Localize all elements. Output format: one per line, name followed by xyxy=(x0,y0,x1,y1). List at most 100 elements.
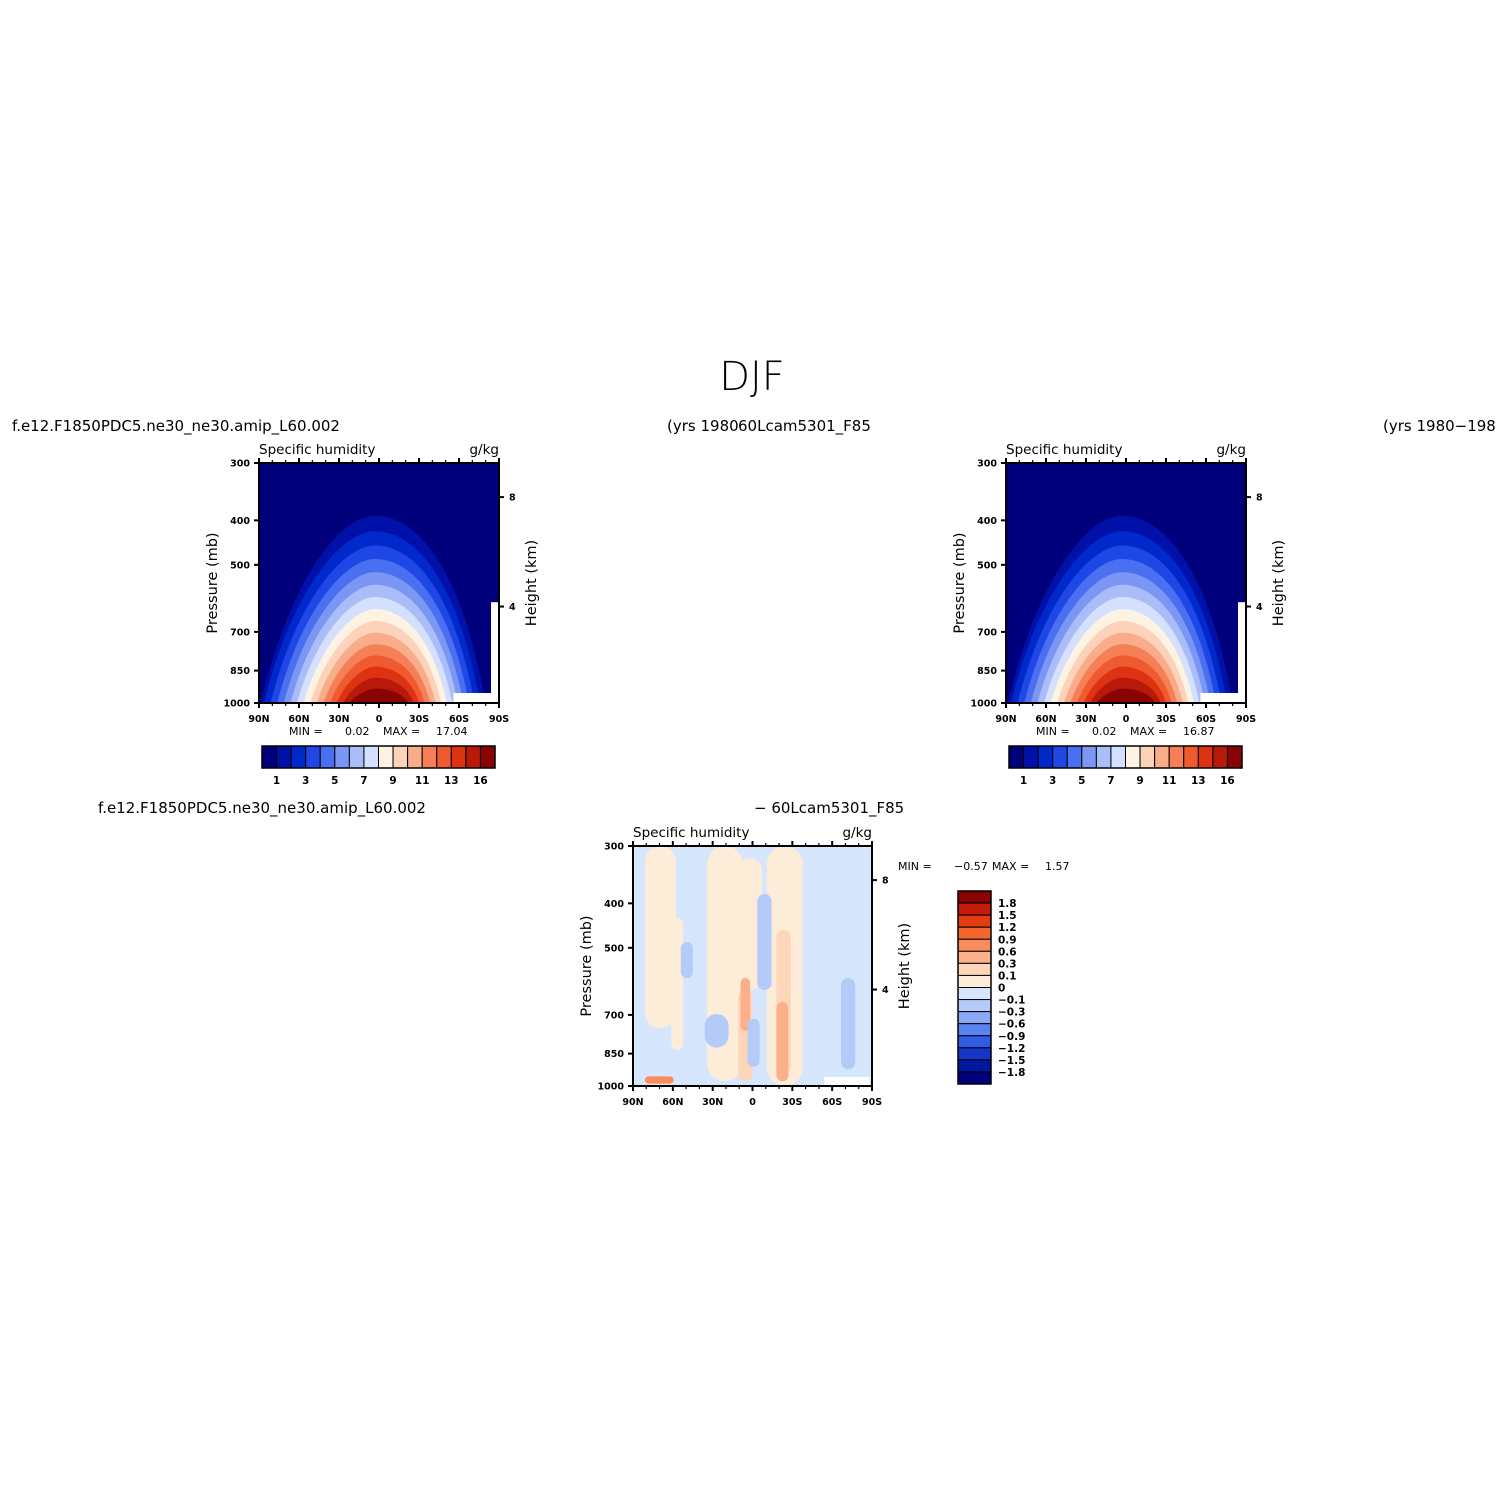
colorbar-box xyxy=(957,914,992,928)
missing-data-mask xyxy=(1200,693,1244,702)
y-right-tick-label: 8 xyxy=(509,493,516,504)
diff-right-case-label: − 60Lcam5301_F85 xyxy=(754,799,904,818)
colorbar-box xyxy=(957,926,992,940)
colorbar-label: 9 xyxy=(1136,775,1143,787)
colorbar-box xyxy=(1052,745,1068,769)
colorbar-box xyxy=(479,745,496,769)
y-tick-label: 500 xyxy=(230,560,250,571)
colorbar-label: 3 xyxy=(302,775,309,787)
colorbar-box xyxy=(1066,745,1083,769)
y-tick-label: 300 xyxy=(604,842,624,853)
max-value: 17.04 xyxy=(436,725,468,738)
top-right-years-label: (yrs 1980−198 xyxy=(1383,417,1496,435)
contour-band xyxy=(644,1076,674,1084)
colorbar-box xyxy=(276,745,292,769)
x-tick-label: 30N xyxy=(702,1097,723,1108)
y-tick-label: 400 xyxy=(230,516,250,527)
colorbar-box xyxy=(957,902,992,916)
colorbar-box xyxy=(378,745,394,769)
colorbar-box xyxy=(957,950,992,964)
colorbar-box xyxy=(1139,745,1156,769)
chart-panel-model-a: Specific humidity g/kg 90N 60N 30N 0 30S 60S 90S… xyxy=(205,442,540,787)
colorbar-label: 1.2 xyxy=(998,922,1017,934)
colorbar-label: 9 xyxy=(389,775,396,787)
colorbar-label: 13 xyxy=(1191,775,1206,787)
missing-data-mask xyxy=(1238,602,1245,703)
colorbar-box xyxy=(957,938,992,952)
colorbar-frame xyxy=(261,745,496,769)
y-right-tick-label: 4 xyxy=(1256,602,1263,613)
x-tick-label: 30N xyxy=(1075,714,1096,725)
contour-band xyxy=(747,1018,760,1067)
colorbar-label: 1 xyxy=(1020,775,1027,787)
y-right-tick-label: 8 xyxy=(1256,493,1263,504)
colorbar-label: 11 xyxy=(415,775,430,787)
colorbar-box xyxy=(1110,745,1126,769)
colorbar-box xyxy=(957,999,992,1013)
x-tick-label: 30S xyxy=(1156,714,1176,725)
y-tick-label: 1000 xyxy=(598,1082,625,1093)
contour-band xyxy=(704,1014,729,1048)
chart-title: Specific humidity xyxy=(1006,442,1122,458)
max-label: MAX = xyxy=(992,860,1029,873)
colorbar-box xyxy=(1023,745,1039,769)
contour-band xyxy=(840,978,856,1070)
colorbar-box xyxy=(1095,745,1112,769)
colorbar-label: 3 xyxy=(1049,775,1056,787)
chart-panel-model-b: Specific humidity g/kg 90N 60N 30N 0 30S 60S 90S… xyxy=(952,442,1287,787)
colorbar-label: −0.3 xyxy=(998,1007,1025,1019)
colorbar-box xyxy=(957,1071,992,1085)
colorbar-box xyxy=(957,974,992,988)
y-tick-label: 700 xyxy=(230,627,250,638)
x-tick-label: 90S xyxy=(489,714,509,725)
chart-units: g/kg xyxy=(842,825,872,841)
y-tick-label: 850 xyxy=(230,666,250,677)
colorbar-label: 1.5 xyxy=(998,910,1017,922)
colorbar-box xyxy=(392,745,409,769)
colorbar-label: 0.9 xyxy=(998,934,1017,946)
x-tick-label: 30N xyxy=(328,714,349,725)
colorbar-box xyxy=(305,745,321,769)
colorbar-box xyxy=(1154,745,1170,769)
contour-band xyxy=(680,942,693,978)
x-tick-label: 60S xyxy=(1196,714,1216,725)
colorbar-label: 0 xyxy=(998,983,1005,995)
colorbar-box xyxy=(1081,745,1097,769)
colorbar-box xyxy=(957,962,992,976)
chart-units: g/kg xyxy=(1216,442,1246,458)
colorbar-box xyxy=(957,1011,992,1025)
x-tick-label: 60N xyxy=(662,1097,683,1108)
y-tick-label: 1000 xyxy=(224,699,251,710)
colorbar-box xyxy=(261,745,278,769)
y-tick-label: 700 xyxy=(977,627,997,638)
colorbar-label: 16 xyxy=(1220,775,1235,787)
colorbar-box xyxy=(957,1023,992,1037)
contour-band xyxy=(740,978,751,1031)
colorbar-label: 1.8 xyxy=(998,898,1017,910)
x-tick-label: 90S xyxy=(1236,714,1256,725)
page-title: DJF xyxy=(719,354,785,400)
min-label: MIN = xyxy=(898,860,932,873)
colorbar-label: −1.5 xyxy=(998,1055,1025,1067)
y-tick-label: 1000 xyxy=(971,699,998,710)
contour-band xyxy=(350,688,408,702)
colorbar-box xyxy=(407,745,423,769)
colorbar-label: 1 xyxy=(273,775,280,787)
colorbar-label: 5 xyxy=(1078,775,1085,787)
colorbar-frame xyxy=(957,890,992,1085)
min-value: 0.02 xyxy=(345,725,370,738)
min-value: −0.57 xyxy=(954,860,988,873)
max-label: MAX = xyxy=(383,725,420,738)
min-label: MIN = xyxy=(289,725,323,738)
colorbar-label: 7 xyxy=(360,775,367,787)
y-tick-label: 300 xyxy=(230,459,250,470)
colorbar-box xyxy=(1168,745,1185,769)
colorbar-box xyxy=(957,890,992,904)
contour-band xyxy=(757,894,772,990)
colorbar-label: −1.2 xyxy=(998,1043,1025,1055)
y-right-tick-label: 8 xyxy=(882,876,889,887)
missing-data-mask xyxy=(453,693,497,702)
y-tick-label: 500 xyxy=(604,943,624,954)
top-left-case-label: f.e12.F1850PDC5.ne30_ne30.amip_L60.002 xyxy=(12,417,340,436)
diff-left-case-label: f.e12.F1850PDC5.ne30_ne30.amip_L60.002 xyxy=(98,799,426,818)
